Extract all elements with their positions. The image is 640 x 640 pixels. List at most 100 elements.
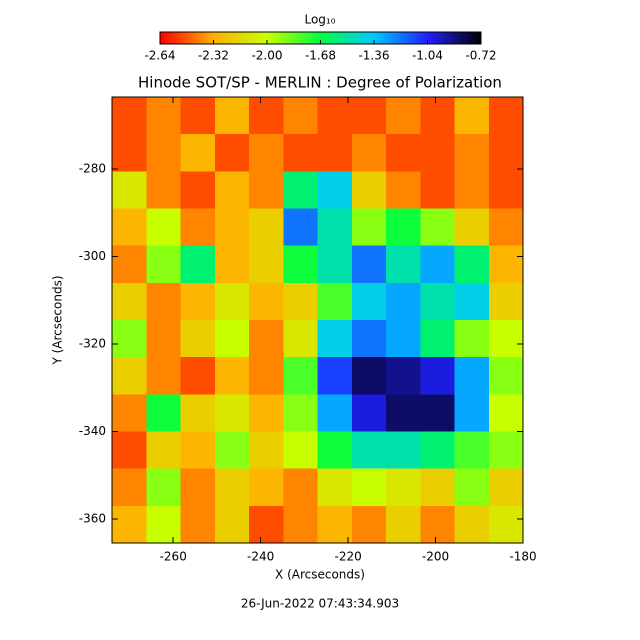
heat-cell	[214, 431, 250, 470]
heat-cell	[180, 171, 216, 209]
heat-cell	[317, 171, 353, 209]
heat-cell	[180, 394, 216, 432]
heat-cell	[146, 171, 181, 209]
heat-cell	[488, 394, 524, 432]
heat-cell	[488, 208, 524, 247]
y-tick-label: -340	[79, 424, 106, 438]
heat-cell	[420, 357, 455, 395]
heat-cell	[249, 394, 284, 432]
heat-cell	[112, 134, 147, 172]
x-tick-label: -200	[422, 550, 449, 564]
heat-cell	[386, 97, 421, 135]
heat-cell	[454, 97, 490, 135]
heat-cell	[249, 97, 284, 135]
heat-cell	[420, 468, 455, 507]
heat-cell	[112, 505, 147, 544]
heat-cell	[351, 320, 387, 358]
heat-cell	[351, 282, 387, 321]
heat-cell	[386, 431, 421, 470]
heat-cell	[351, 357, 387, 395]
heat-cell	[180, 431, 216, 470]
heat-cell	[488, 97, 524, 135]
heat-cell	[146, 431, 181, 470]
heat-cell	[146, 245, 181, 284]
colorbar-tick-label: -2.64	[144, 49, 175, 63]
colorbar-tick-label: -2.00	[251, 49, 282, 63]
heat-cell	[386, 320, 421, 358]
heat-cell	[146, 394, 181, 432]
heat-cell	[317, 134, 353, 172]
chart-title: Hinode SOT/SP - MERLIN : Degree of Polar…	[138, 74, 502, 92]
heat-cell	[386, 134, 421, 172]
heat-cell	[420, 171, 455, 209]
heat-cell	[146, 320, 181, 358]
heat-cell	[386, 394, 421, 432]
heat-cell	[488, 357, 524, 395]
colorbar-tick-label: -1.36	[358, 49, 389, 63]
heat-cell	[420, 134, 455, 172]
heat-cell	[386, 171, 421, 209]
heat-cell	[249, 505, 284, 544]
heat-cell	[146, 134, 181, 172]
heat-cell	[112, 468, 147, 507]
heat-cell	[317, 431, 353, 470]
heat-cell	[146, 208, 181, 247]
x-tick-label: -220	[334, 550, 361, 564]
heat-cell	[386, 468, 421, 507]
heat-cell	[249, 171, 284, 209]
heat-cell	[249, 357, 284, 395]
heat-cell	[488, 282, 524, 321]
heat-cell	[488, 505, 524, 544]
heat-cell	[146, 357, 181, 395]
heat-cell	[283, 171, 318, 209]
heat-cell	[317, 394, 353, 432]
colorbar-label: Log₁₀	[304, 13, 335, 27]
y-tick-label: -320	[79, 337, 106, 351]
heat-cell	[386, 357, 421, 395]
heat-cell	[249, 320, 284, 358]
heat-cell	[180, 245, 216, 284]
heat-cell	[420, 208, 455, 247]
heat-cell	[454, 171, 490, 209]
heat-cell	[112, 282, 147, 321]
heat-cell	[283, 282, 318, 321]
heat-cell	[214, 171, 250, 209]
heat-cell	[214, 357, 250, 395]
heat-cell	[454, 282, 490, 321]
heat-cell	[214, 468, 250, 507]
heat-cell	[420, 394, 455, 432]
heat-cell	[180, 282, 216, 321]
heat-cell	[317, 208, 353, 247]
heat-cell	[351, 431, 387, 470]
heat-cell	[454, 208, 490, 247]
heat-cell	[249, 245, 284, 284]
y-axis-label: Y (Arcseconds)	[51, 275, 65, 365]
heat-cell	[283, 357, 318, 395]
heat-cell	[112, 97, 147, 135]
heat-cell	[214, 394, 250, 432]
heat-cell	[317, 97, 353, 135]
heat-cell	[283, 245, 318, 284]
heat-cell	[351, 394, 387, 432]
heat-cell	[214, 97, 250, 135]
heat-cell	[180, 468, 216, 507]
heat-cell	[146, 282, 181, 321]
colorbar-tick-label: -0.72	[465, 49, 496, 63]
heat-cell	[283, 468, 318, 507]
heat-cell	[317, 320, 353, 358]
heat-cell	[112, 171, 147, 209]
heat-cell	[420, 97, 455, 135]
heat-cell	[112, 320, 147, 358]
heat-cell	[180, 357, 216, 395]
heat-cell	[420, 245, 455, 284]
heat-cell	[420, 505, 455, 544]
heat-cell	[454, 431, 490, 470]
y-tick-label: -280	[79, 162, 106, 176]
x-axis-label: X (Arcseconds)	[275, 568, 365, 582]
heat-cell	[283, 134, 318, 172]
heat-cell	[283, 431, 318, 470]
heat-cell	[112, 245, 147, 284]
heat-cell	[112, 431, 147, 470]
colorbar-tick-label: -1.68	[305, 49, 336, 63]
